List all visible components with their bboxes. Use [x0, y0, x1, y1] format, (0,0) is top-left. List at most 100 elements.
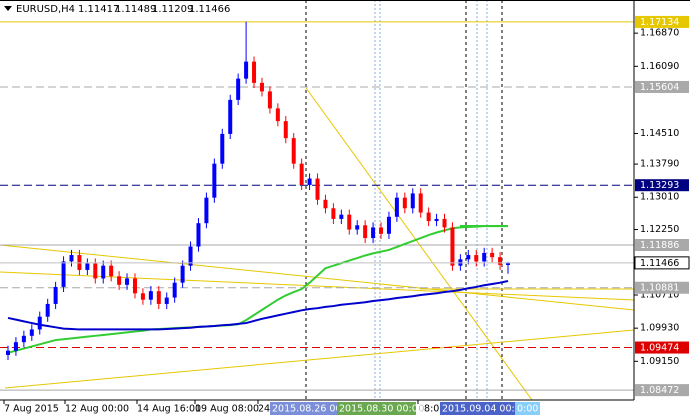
x-highlight-box [440, 402, 516, 415]
candle-body [61, 261, 66, 287]
level-label: 1.15604 [640, 82, 679, 93]
candle-body [45, 303, 50, 317]
candle-body [37, 316, 42, 330]
candle-body [394, 197, 399, 217]
candle-body [220, 133, 225, 164]
candle-body [434, 218, 439, 222]
trendline [0, 244, 635, 311]
candle-body [244, 61, 249, 79]
candle-body [125, 278, 130, 285]
y-tick-label: 1.09150 [640, 356, 679, 367]
candle-body [442, 218, 447, 228]
candle-body [283, 121, 288, 139]
candle-body [236, 78, 241, 100]
x-highlight-label: 2015.08.26 00:00 [272, 404, 357, 415]
y-tick-label: 1.13790 [640, 159, 679, 170]
candle-body [69, 255, 74, 262]
candle-body [6, 350, 10, 355]
vertical-lines [305, 0, 503, 400]
plot [0, 21, 634, 391]
level-box [635, 384, 689, 397]
y-tick-label: 1.13010 [640, 192, 679, 203]
level-box [635, 239, 689, 252]
y-tick-label: 1.16090 [640, 61, 679, 72]
symbol: EURUSD,H4 [16, 4, 75, 15]
candle-body [339, 214, 344, 219]
trendline [4, 329, 635, 389]
level-label: 1.17134 [640, 17, 679, 28]
candle-body [291, 138, 296, 164]
ohlc-low: 1.11209 [152, 4, 193, 15]
candle-body [13, 342, 18, 351]
ohlc-open: 1.11417 [78, 4, 119, 15]
ohlc-close: 1.11466 [189, 4, 230, 15]
moving-average [7, 225, 508, 354]
candle-body [315, 178, 320, 200]
candle-body [267, 91, 272, 109]
x-tick-label: 24 [258, 404, 270, 415]
level-label: 1.13293 [640, 180, 679, 191]
candle-body [323, 199, 328, 209]
candle-body [371, 227, 376, 239]
ohlc-high: 1.11489 [115, 4, 156, 15]
candle-body [379, 227, 384, 234]
x-tick-label: 12 Aug 00:00 [65, 404, 129, 415]
candle-body [355, 225, 360, 230]
x-highlight-box [337, 402, 416, 415]
candle-body [29, 329, 34, 336]
candle-body [466, 255, 471, 260]
y-tick-label: 1.14510 [640, 128, 679, 139]
y-tick-label: 1.12250 [640, 224, 679, 235]
candle-body [85, 263, 90, 270]
level-box [635, 341, 689, 354]
candle-body [132, 278, 137, 294]
candle-body [21, 335, 26, 343]
candle-body [482, 252, 487, 262]
candle-body [180, 265, 185, 283]
candle-body [386, 216, 391, 234]
candle-body [259, 82, 264, 92]
level-label: 1.11886 [640, 240, 679, 251]
level-box [635, 281, 689, 294]
candle-body [506, 262, 510, 265]
x-highlight-box [515, 402, 540, 415]
level-box [635, 15, 689, 28]
x-tick-label: 14 Aug 16:00 [137, 404, 201, 415]
candle-body [140, 293, 145, 300]
x-highlight-label: 2015.08.30 00:00 [339, 404, 424, 415]
candle-body [490, 252, 495, 258]
candle-body [53, 286, 58, 304]
candle-body [156, 291, 161, 304]
candle-body [347, 214, 352, 230]
x-tick-label: 19 Aug 08:00 [195, 404, 259, 415]
level-label: 1.08472 [640, 385, 679, 396]
candle-body [188, 246, 193, 266]
candle-body [172, 282, 177, 298]
moving-average [7, 279, 509, 331]
candle-body [101, 265, 106, 279]
candle-body [212, 163, 217, 198]
menu-arrow[interactable] [4, 6, 12, 11]
candle-body [148, 291, 153, 300]
x-highlight-label: 0:00 [517, 404, 538, 415]
candle-body [117, 276, 122, 285]
candle-body [252, 61, 257, 83]
x-tick-label: 08:0 [418, 404, 439, 415]
candle-body [418, 193, 423, 213]
candle-body [498, 257, 503, 265]
x-highlight-label: 2015.09.04 00:00 [442, 404, 527, 415]
x-highlight-box [270, 402, 337, 415]
level-box [635, 179, 689, 192]
candle-body [299, 163, 304, 185]
candle-body [275, 108, 280, 122]
candle-body [402, 197, 407, 209]
candle-body [93, 263, 98, 279]
current-price-label: 1.11466 [640, 258, 679, 269]
y-tick-label: 1.16870 [640, 28, 679, 39]
candle-body [204, 197, 209, 224]
candle-body [164, 297, 169, 304]
current-price-box [634, 256, 690, 270]
